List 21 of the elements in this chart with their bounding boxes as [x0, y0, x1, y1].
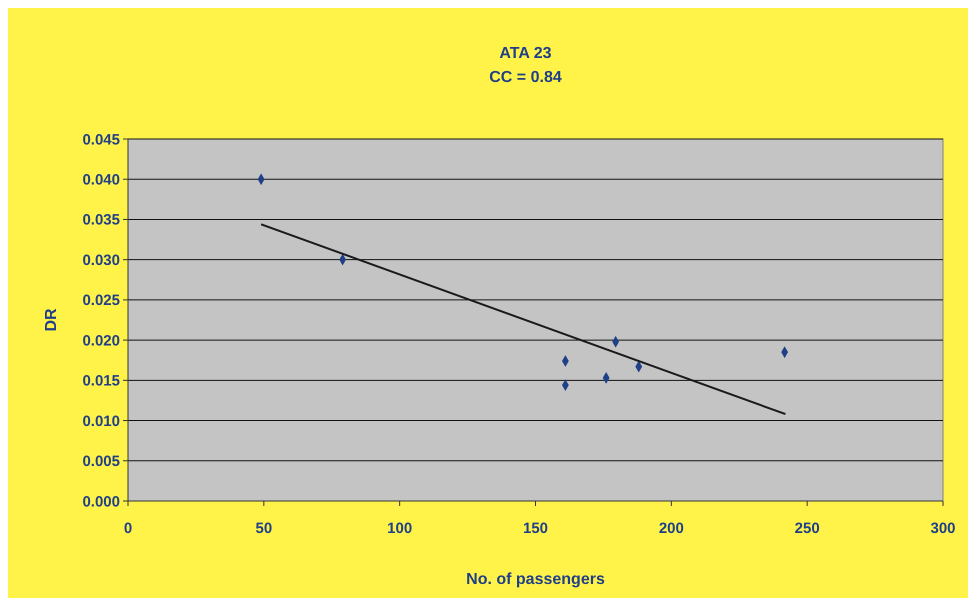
chart-subtitle: CC = 0.84 [489, 69, 562, 86]
y-tick-label: 0.030 [82, 252, 120, 269]
y-tick-label: 0.035 [82, 212, 120, 229]
x-tick-label: 200 [658, 520, 684, 537]
y-tick-label: 0.025 [82, 292, 120, 310]
y-tick-label: 0.020 [82, 332, 120, 350]
x-tick-label: 100 [387, 520, 412, 537]
y-tick-label: 0.040 [82, 171, 120, 188]
x-tick-label: 150 [522, 520, 548, 537]
y-axis-title: DR [43, 308, 60, 332]
y-tick-label: 0.005 [82, 453, 120, 470]
x-tick-label: 50 [255, 520, 272, 537]
x-tick-label: 250 [794, 520, 820, 537]
y-tick-label: 0.000 [82, 493, 120, 510]
chart-title: ATA 23 [499, 45, 552, 62]
x-tick-label: 300 [930, 520, 956, 537]
y-tick-label: 0.015 [82, 372, 120, 390]
x-tick-label: 0 [124, 520, 132, 537]
y-tick-label: 0.010 [82, 412, 120, 430]
y-tick-label: 0.045 [82, 131, 120, 148]
x-axis-title: No. of passengers [466, 571, 605, 588]
